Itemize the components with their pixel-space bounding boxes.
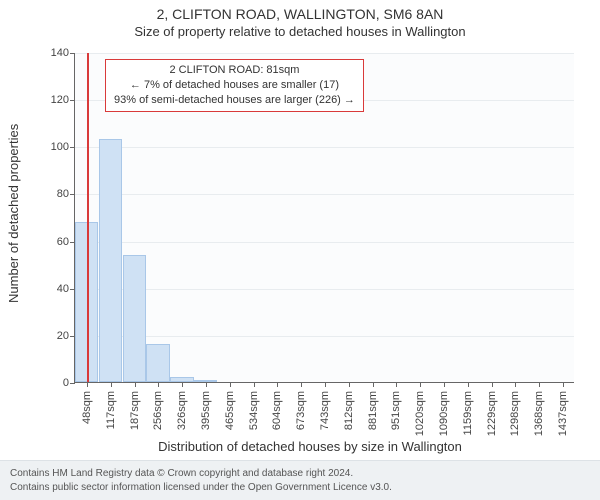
xtick-mark [254, 382, 255, 387]
xtick-mark [111, 382, 112, 387]
grid-line [75, 194, 574, 195]
chart-container: 2, CLIFTON ROAD, WALLINGTON, SM6 8AN Siz… [0, 0, 600, 500]
xtick-mark [468, 382, 469, 387]
xtick-mark [135, 382, 136, 387]
xtick-mark [158, 382, 159, 387]
grid-line [75, 336, 574, 337]
ytick-mark [70, 147, 75, 148]
xtick-mark [301, 382, 302, 387]
xtick-mark [277, 382, 278, 387]
page-subtitle: Size of property relative to detached ho… [0, 22, 600, 43]
marker-line [87, 53, 89, 382]
xtick-mark [396, 382, 397, 387]
ytick-label: 60 [37, 236, 69, 248]
xtick-label: 951sqm [390, 391, 402, 430]
xtick-label: 117sqm [105, 391, 117, 429]
xtick-label: 256sqm [152, 391, 164, 430]
xtick-label: 812sqm [343, 391, 355, 430]
page-title: 2, CLIFTON ROAD, WALLINGTON, SM6 8AN [0, 0, 600, 22]
xtick-label: 48sqm [81, 391, 93, 424]
xtick-mark [373, 382, 374, 387]
xtick-label: 1020sqm [414, 391, 426, 436]
xtick-label: 534sqm [248, 391, 260, 430]
ytick-label: 80 [37, 188, 69, 200]
bar [123, 255, 146, 382]
y-axis-label: Number of detached properties [6, 124, 21, 303]
xtick-mark [492, 382, 493, 387]
ytick-label: 40 [37, 283, 69, 295]
ytick-label: 100 [37, 141, 69, 153]
xtick-label: 395sqm [200, 391, 212, 430]
xtick-label: 673sqm [295, 391, 307, 430]
xtick-label: 1368sqm [533, 391, 545, 436]
xtick-label: 604sqm [271, 391, 283, 430]
xtick-mark [206, 382, 207, 387]
xtick-mark [515, 382, 516, 387]
xtick-mark [349, 382, 350, 387]
xtick-mark [563, 382, 564, 387]
annotation-line-3: 93% of semi-detached houses are larger (… [114, 93, 355, 108]
xtick-label: 465sqm [224, 391, 236, 430]
xtick-mark [182, 382, 183, 387]
footer: Contains HM Land Registry data © Crown c… [0, 460, 600, 500]
xtick-label: 326sqm [176, 391, 188, 430]
xtick-label: 1437sqm [557, 391, 569, 436]
x-axis-label: Distribution of detached houses by size … [30, 439, 590, 454]
plot-area: 02040608010012014048sqm117sqm187sqm256sq… [74, 53, 574, 383]
chart-wrap: Number of detached properties 0204060801… [30, 43, 590, 413]
xtick-label: 1229sqm [486, 391, 498, 436]
grid-line [75, 289, 574, 290]
xtick-label: 743sqm [319, 391, 331, 430]
footer-line-2: Contains public sector information licen… [10, 481, 590, 495]
xtick-label: 1298sqm [509, 391, 521, 436]
xtick-mark [230, 382, 231, 387]
ytick-mark [70, 100, 75, 101]
annotation-line-1: 2 CLIFTON ROAD: 81sqm [114, 63, 355, 78]
xtick-mark [420, 382, 421, 387]
xtick-mark [325, 382, 326, 387]
bar [146, 344, 169, 382]
grid-line [75, 53, 574, 54]
ytick-label: 0 [37, 377, 69, 389]
xtick-mark [444, 382, 445, 387]
ytick-label: 20 [37, 330, 69, 342]
xtick-mark [539, 382, 540, 387]
xtick-label: 1159sqm [462, 391, 474, 435]
ytick-label: 120 [37, 94, 69, 106]
ytick-mark [70, 194, 75, 195]
bar [99, 139, 122, 382]
ytick-mark [70, 53, 75, 54]
grid-line [75, 242, 574, 243]
ytick-mark [70, 383, 75, 384]
xtick-label: 187sqm [129, 391, 141, 430]
grid-line [75, 147, 574, 148]
footer-line-1: Contains HM Land Registry data © Crown c… [10, 467, 590, 481]
xtick-label: 881sqm [367, 391, 379, 430]
xtick-mark [87, 382, 88, 387]
annotation-line-2: ← 7% of detached houses are smaller (17) [114, 78, 355, 93]
ytick-label: 140 [37, 47, 69, 59]
xtick-label: 1090sqm [438, 391, 450, 436]
annotation-box: 2 CLIFTON ROAD: 81sqm ← 7% of detached h… [105, 59, 364, 112]
